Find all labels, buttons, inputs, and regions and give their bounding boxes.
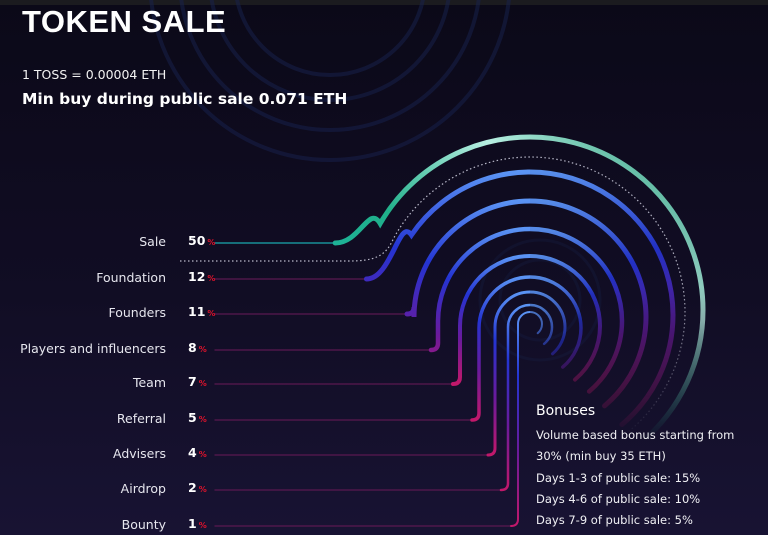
allocation-row-players-and-influencers: Players and influencers 8% xyxy=(0,340,230,359)
token-rate: 1 TOSS = 0.00004 ETH xyxy=(22,67,167,82)
bonus-line: Days 1-3 of public sale: 15% xyxy=(536,470,701,485)
dotted-ring xyxy=(180,156,686,440)
allocation-label: Sale xyxy=(139,234,166,249)
background-ring xyxy=(235,0,425,77)
value-number: 11 xyxy=(188,304,206,319)
bonuses-title: Bonuses xyxy=(536,403,596,419)
allocation-row-referral: Referral 5% xyxy=(0,410,230,429)
allocation-value: 7% xyxy=(188,374,207,389)
bonus-line: Days 7-9 of public sale: 5% xyxy=(536,513,693,528)
value-number: 12 xyxy=(188,269,206,284)
background-ring xyxy=(179,0,481,132)
bonus-line: Volume based bonus starting from xyxy=(536,428,735,442)
bonus-line: Days 4-6 of public sale: 10% xyxy=(536,491,701,506)
allocation-row-airdrop: Airdrop 2% xyxy=(0,480,230,499)
percent-sign: % xyxy=(198,415,207,424)
allocation-label: Bounty xyxy=(121,517,166,532)
page-title: TOKEN SALE xyxy=(22,4,227,39)
bonus-line: 30% (min buy 35 ETH) xyxy=(536,449,666,464)
allocation-arc-6 xyxy=(486,290,567,457)
allocation-value: 4% xyxy=(188,445,207,460)
percent-sign: % xyxy=(207,238,216,247)
percent-sign: % xyxy=(198,345,207,354)
value-number: 1 xyxy=(188,516,197,531)
allocation-arc-0 xyxy=(332,134,706,446)
min-buy: Min buy during public sale 0.071 ETH xyxy=(22,90,348,108)
background-ring xyxy=(498,258,582,342)
background-rings xyxy=(149,0,602,362)
allocation-value: 8% xyxy=(188,340,207,355)
allocation-value: 1% xyxy=(188,516,207,531)
percent-sign: % xyxy=(198,379,207,388)
allocation-arc-5 xyxy=(470,275,583,422)
allocation-row-foundation: Foundation 12% xyxy=(0,269,230,288)
value-number: 8 xyxy=(188,340,197,355)
allocation-value: 5% xyxy=(188,410,207,425)
allocation-value: 12% xyxy=(188,269,215,284)
top-bar xyxy=(0,0,768,5)
percent-sign: % xyxy=(198,521,207,530)
allocation-arc-1 xyxy=(363,169,676,428)
allocation-arc-7 xyxy=(499,303,554,492)
allocation-label: Referral xyxy=(116,411,166,426)
allocation-row-team: Team 7% xyxy=(0,374,230,393)
background-ring xyxy=(209,0,451,102)
allocation-value: 2% xyxy=(188,480,207,495)
allocation-row-founders: Founders 11% xyxy=(0,304,230,323)
allocation-row-sale: Sale 50% xyxy=(0,233,230,252)
value-number: 4 xyxy=(188,445,197,460)
value-number: 5 xyxy=(188,410,197,425)
bonuses-panel: Bonuses Volume based bonus starting from… xyxy=(536,403,768,531)
allocation-label: Team xyxy=(132,375,166,390)
allocation-value: 11% xyxy=(188,304,215,319)
percent-sign: % xyxy=(207,309,216,318)
allocation-arc-3 xyxy=(428,226,625,394)
background-ring xyxy=(478,238,602,362)
allocation-row-advisers: Advisers 4% xyxy=(0,445,230,464)
allocation-label: Airdrop xyxy=(120,481,166,496)
allocation-arc-4 xyxy=(451,254,603,386)
value-number: 7 xyxy=(188,374,197,389)
allocation-row-bounty: Bounty 1% xyxy=(0,516,230,535)
allocation-value: 50% xyxy=(188,233,215,248)
allocation-arc-8 xyxy=(510,311,544,527)
allocation-label: Foundation xyxy=(96,270,166,285)
value-number: 50 xyxy=(188,233,206,248)
percent-sign: % xyxy=(207,274,216,283)
value-number: 2 xyxy=(188,480,197,495)
allocation-arc-2 xyxy=(404,198,649,409)
allocation-label: Advisers xyxy=(113,446,166,461)
percent-sign: % xyxy=(198,450,207,459)
background-ring xyxy=(149,0,511,162)
allocation-label: Players and influencers xyxy=(20,341,166,356)
percent-sign: % xyxy=(198,485,207,494)
allocation-label: Founders xyxy=(108,305,166,320)
